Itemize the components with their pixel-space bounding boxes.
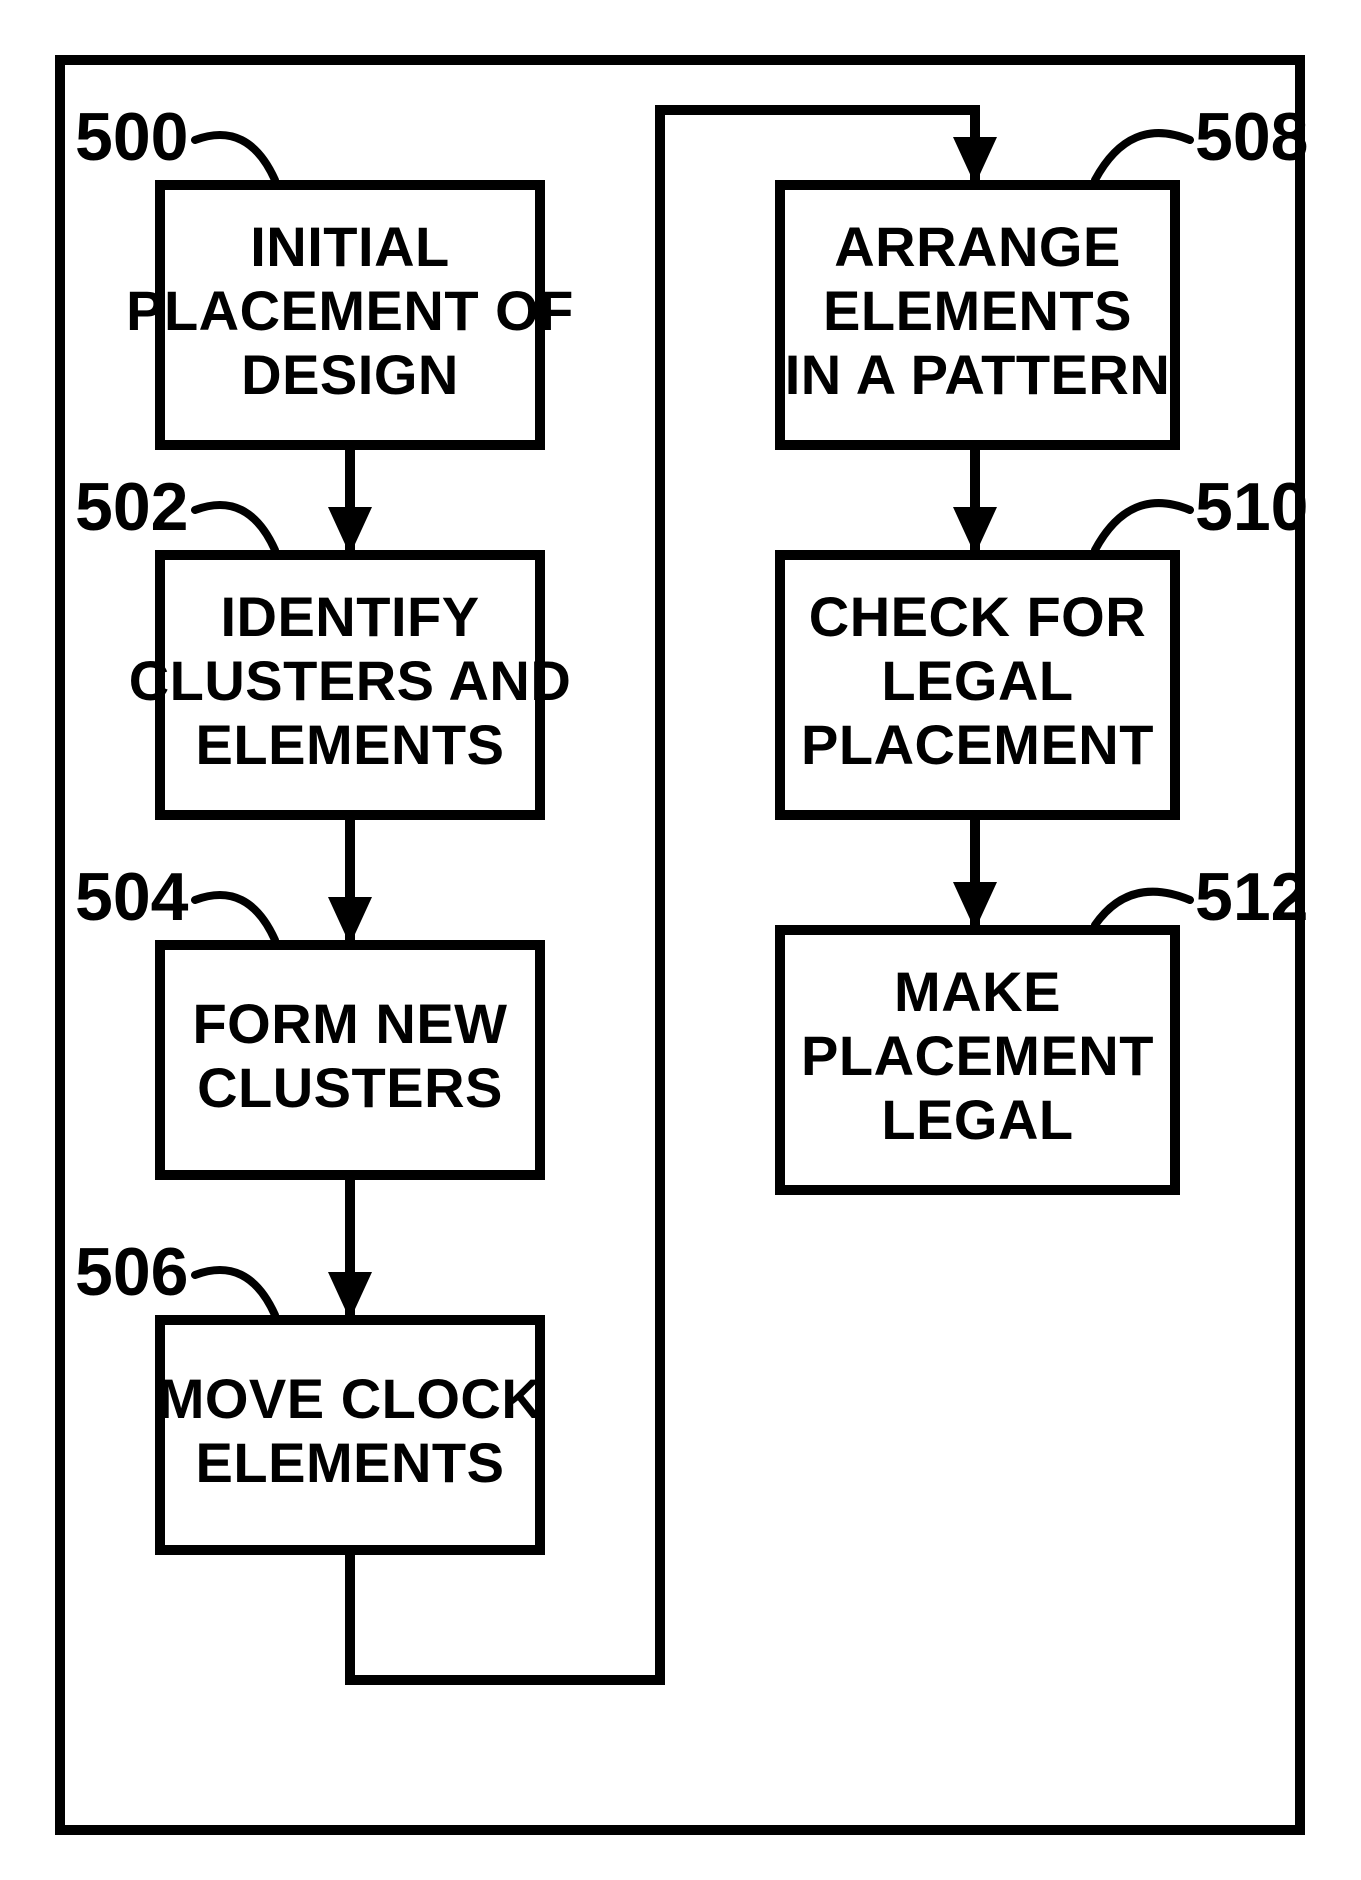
- arrowhead-510-512: [953, 882, 997, 930]
- arrowhead-504-506: [328, 1272, 372, 1320]
- node-502: IDENTIFYCLUSTERS ANDELEMENTS: [129, 555, 572, 815]
- label-502: 502: [75, 469, 188, 545]
- nodes-group: INITIALPLACEMENT OFDESIGN IDENTIFYCLUSTER…: [126, 185, 1175, 1550]
- leader-502: [195, 505, 275, 550]
- node-504-text: FORM NEWCLUSTERS: [192, 992, 507, 1119]
- arrowhead-500-502: [328, 507, 372, 555]
- leader-510: [1095, 503, 1190, 550]
- node-508: ARRANGEELEMENTSIN A PATTERN: [780, 185, 1175, 445]
- arrowhead-506-508: [953, 137, 997, 185]
- flowchart-canvas: INITIALPLACEMENT OFDESIGN IDENTIFYCLUSTER…: [0, 0, 1361, 1880]
- label-510: 510: [1195, 469, 1308, 545]
- node-500: INITIALPLACEMENT OFDESIGN: [126, 185, 574, 445]
- arrowhead-508-510: [953, 507, 997, 555]
- leader-508: [1095, 133, 1190, 180]
- leader-512: [1095, 892, 1190, 925]
- node-512: MAKEPLACEMENTLEGAL: [780, 930, 1175, 1190]
- label-500: 500: [75, 99, 188, 175]
- arrowhead-502-504: [328, 897, 372, 945]
- label-506: 506: [75, 1234, 188, 1310]
- node-508-text: ARRANGEELEMENTSIN A PATTERN: [785, 215, 1171, 406]
- node-506-text: MOVE CLOCKELEMENTS: [158, 1367, 543, 1494]
- node-504: FORM NEWCLUSTERS: [160, 945, 540, 1175]
- node-510: CHECK FORLEGALPLACEMENT: [780, 555, 1175, 815]
- node-506: MOVE CLOCKELEMENTS: [158, 1320, 543, 1550]
- leader-500: [195, 135, 275, 180]
- leader-506: [195, 1270, 275, 1315]
- label-504: 504: [75, 859, 189, 935]
- label-512: 512: [1195, 859, 1308, 935]
- leader-504: [195, 895, 275, 940]
- label-508: 508: [1195, 99, 1308, 175]
